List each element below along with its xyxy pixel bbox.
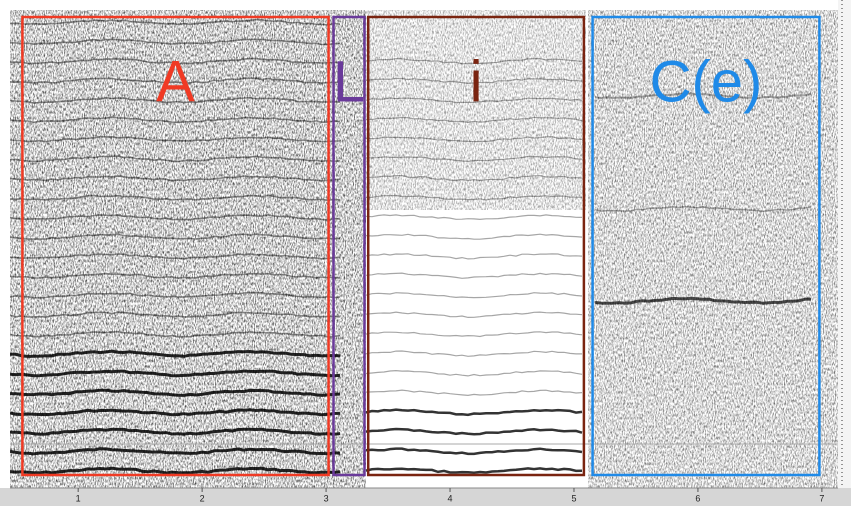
region-box bbox=[366, 15, 586, 477]
harmonic bbox=[365, 253, 583, 260]
region-label: A bbox=[156, 49, 195, 114]
x-tick-label: 4 bbox=[448, 493, 453, 503]
harmonic bbox=[365, 331, 583, 338]
harmonic bbox=[365, 77, 583, 85]
harmonic bbox=[10, 155, 341, 163]
harmonic bbox=[365, 427, 583, 436]
spectrogram bbox=[10, 10, 838, 488]
harmonic bbox=[10, 214, 341, 221]
harmonic bbox=[594, 296, 812, 305]
x-tick-label: 6 bbox=[695, 493, 700, 503]
x-tick-label: 5 bbox=[571, 493, 576, 503]
harmonic bbox=[365, 214, 583, 221]
harmonic bbox=[10, 369, 341, 378]
x-tick-label: 7 bbox=[819, 493, 824, 503]
harmonic bbox=[365, 194, 583, 201]
harmonic bbox=[10, 194, 341, 202]
harmonic bbox=[10, 116, 341, 124]
harmonic bbox=[365, 311, 583, 319]
harmonic bbox=[594, 205, 812, 213]
harmonic bbox=[10, 96, 341, 104]
harmonic bbox=[10, 408, 341, 417]
region-box bbox=[21, 15, 330, 477]
x-tick-label: 2 bbox=[200, 493, 205, 503]
harmonic bbox=[10, 135, 341, 143]
time-axis bbox=[0, 488, 851, 506]
harmonic bbox=[10, 427, 341, 436]
region-box bbox=[332, 15, 366, 477]
harmonic bbox=[10, 330, 341, 338]
harmonic bbox=[365, 467, 583, 474]
harmonic bbox=[10, 253, 341, 260]
harmonic bbox=[10, 38, 341, 46]
harmonic bbox=[365, 272, 583, 279]
ruler bbox=[838, 0, 851, 506]
x-tick-label: 1 bbox=[76, 493, 81, 503]
harmonic bbox=[366, 174, 583, 182]
harmonic bbox=[10, 388, 341, 397]
harmonic bbox=[365, 57, 583, 65]
region-box bbox=[591, 15, 821, 477]
harmonic bbox=[365, 233, 583, 240]
harmonic bbox=[365, 369, 583, 377]
harmonic bbox=[10, 18, 341, 26]
harmonic bbox=[594, 92, 812, 100]
harmonic bbox=[365, 292, 583, 299]
harmonic bbox=[365, 116, 583, 124]
region-label: i bbox=[470, 49, 483, 114]
harmonic bbox=[10, 175, 341, 182]
harmonic bbox=[365, 447, 583, 456]
harmonic bbox=[10, 349, 341, 358]
harmonic bbox=[10, 291, 341, 299]
harmonic bbox=[365, 97, 583, 104]
x-tick-label: 3 bbox=[324, 493, 329, 503]
harmonic bbox=[365, 408, 583, 417]
region-label: L bbox=[333, 49, 365, 114]
harmonic bbox=[10, 311, 341, 318]
harmonic bbox=[366, 155, 583, 163]
harmonic bbox=[10, 447, 341, 456]
harmonic bbox=[10, 77, 341, 84]
region-label: C(e) bbox=[650, 49, 763, 114]
harmonic bbox=[10, 57, 341, 65]
harmonic bbox=[365, 136, 583, 143]
harmonic bbox=[365, 350, 582, 357]
harmonic bbox=[10, 233, 341, 240]
harmonic bbox=[365, 389, 583, 397]
harmonic bbox=[10, 466, 341, 475]
harmonic bbox=[10, 272, 341, 280]
